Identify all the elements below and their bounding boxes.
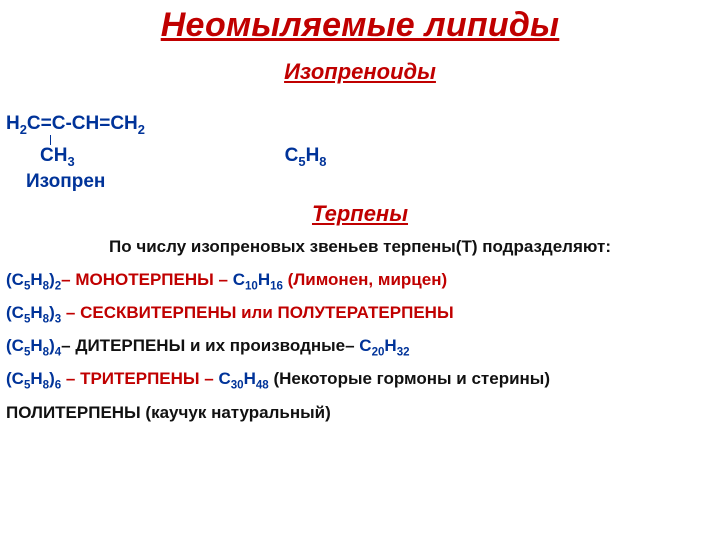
mf-span: С20Н32 [359, 336, 409, 355]
terpenes-intro: По числу изопреновых звеньев терпены(Т) … [0, 237, 720, 257]
terpene-row: (С5Н8)6 – ТРИТЕРПЕНЫ – С30Н48 (Некоторые… [6, 368, 720, 389]
terpene-row: (С5Н8)4– ДИТЕРПЕНЫ и их производные– С20… [6, 335, 720, 356]
formula-span: (С5Н8)3 [6, 303, 61, 322]
mid-span: – ТРИТЕРПЕНЫ – [61, 369, 218, 388]
formula-span: (С5Н8)2 [6, 270, 61, 289]
polyterpenes-line: ПОЛИТЕРПЕНЫ (каучук натуральный) [6, 402, 720, 423]
formula-text: С=С-СН=СН [27, 113, 138, 134]
sub: 2 [138, 122, 145, 137]
mf-span: С10Н16 [233, 270, 283, 289]
sub: 5 [298, 154, 305, 169]
formula-text: СН [40, 145, 67, 166]
tail-span: (Лимонен, мирцен) [283, 270, 447, 289]
subtitle-isoprenoids: Изопреноиды [0, 59, 720, 85]
isoprene-line-3: СН3 С5Н8 [6, 145, 720, 167]
terpene-row: (С5Н8)3 – СЕСКВИТЕРПЕНЫ или ПОЛУТЕРАТЕРП… [6, 302, 720, 323]
isoprene-caption: Изопрен [26, 171, 720, 193]
main-title: Неомыляемые липиды [0, 6, 720, 45]
terpene-row: (С5Н8)2– МОНОТЕРПЕНЫ – С10Н16 (Лимонен, … [6, 269, 720, 290]
mid-span: – СЕСКВИТЕРПЕНЫ или ПОЛУТЕРАТЕРПЕНЫ [61, 303, 453, 322]
formula-text: Н [6, 113, 20, 134]
terpenes-heading: Терпены [0, 201, 720, 227]
sub: 3 [67, 154, 74, 169]
sub: 8 [319, 154, 326, 169]
formula-span: (С5Н8)6 [6, 369, 61, 388]
isoprene-line-2-bond [6, 135, 720, 145]
mid-span: – МОНОТЕРПЕНЫ – [61, 270, 233, 289]
formula-text: Н [306, 145, 320, 166]
isoprene-formula-block: Н2С=С-СН=СН2 СН3С5Н8 Изопрен [6, 113, 720, 193]
bond-line-icon [50, 135, 51, 145]
mid-span: – ДИТЕРПЕНЫ и их производные– [61, 336, 359, 355]
tail-span: (Некоторые гормоны и стерины) [269, 369, 550, 388]
formula-span: (С5Н8)4 [6, 336, 61, 355]
slide: Неомыляемые липиды Изопреноиды Н 2С=С-СН=… [0, 6, 720, 540]
mf-span: С30Н48 [218, 369, 268, 388]
formula-text: С [285, 145, 299, 166]
isoprene-line-1: Н2С=С-СН=СН2 [6, 113, 720, 135]
